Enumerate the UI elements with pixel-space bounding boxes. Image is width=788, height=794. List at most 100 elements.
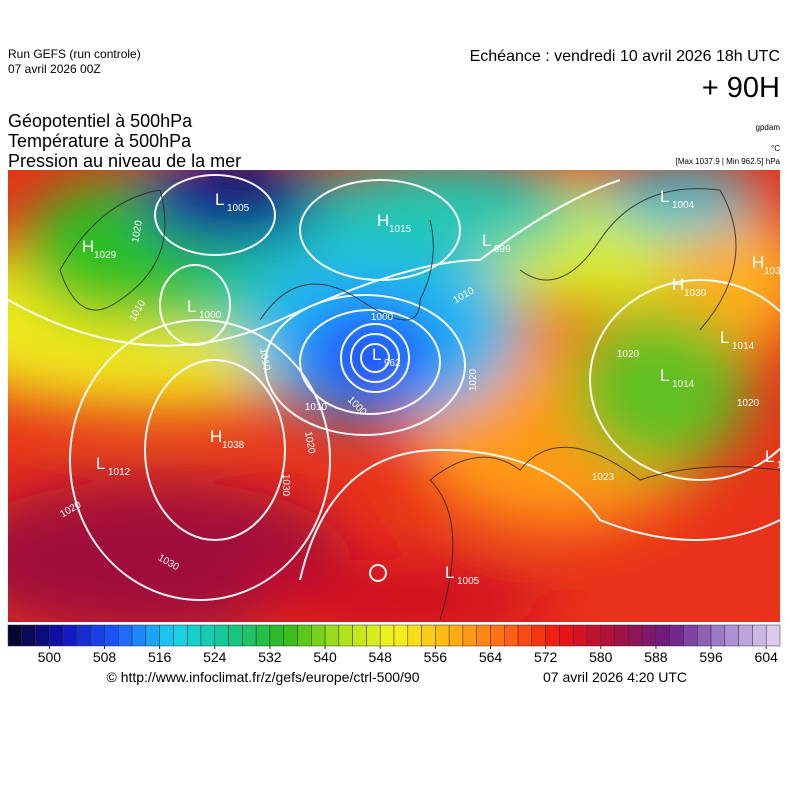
center-value: 1014 xyxy=(672,379,695,390)
source: © http://www.infoclimat.fr/z/gefs/europe… xyxy=(106,669,419,685)
colorbar-tick-label: 572 xyxy=(534,649,558,665)
colorbar-cell xyxy=(228,624,243,647)
center-kind: L xyxy=(187,297,196,316)
colorbar-cell xyxy=(669,624,684,647)
colorbar-tick-label: 588 xyxy=(644,649,668,665)
colorbar-cell xyxy=(504,624,519,647)
center-kind: L xyxy=(660,366,669,385)
colorbar-cell xyxy=(600,624,615,647)
colorbar-cell xyxy=(683,624,698,647)
colorbar-tick-label: 556 xyxy=(424,649,448,665)
center-kind: L xyxy=(372,345,381,364)
colorbar-cell xyxy=(311,624,326,647)
colorbar-tick-label: 540 xyxy=(313,649,337,665)
colorbar-cell xyxy=(255,624,271,647)
colorbar-tick-label: 564 xyxy=(479,649,503,665)
center-kind: L xyxy=(482,231,491,250)
colorbar-cell xyxy=(269,624,284,647)
colorbar-tick-label: 604 xyxy=(755,649,779,665)
colorbar-cell xyxy=(76,624,91,647)
colorbar-cell xyxy=(517,624,533,647)
center-value: 1029 xyxy=(94,250,117,261)
colorbar-cell xyxy=(62,624,78,647)
colorbar-cell xyxy=(393,624,409,647)
colorbar-cell xyxy=(21,624,36,647)
colorbar-cell xyxy=(200,624,216,647)
lead-time: + 90H xyxy=(702,72,780,104)
run-date: 07 avril 2026 00Z xyxy=(8,62,101,76)
colorbar-cell xyxy=(173,624,188,647)
colorbar-tick-label: 516 xyxy=(148,649,172,665)
colorbar-cell xyxy=(7,624,23,647)
colorbar-cell xyxy=(366,624,381,647)
colorbar-cell xyxy=(724,624,739,647)
center-kind: L xyxy=(215,190,224,209)
center-kind: H xyxy=(377,211,389,230)
colorbar-cell xyxy=(379,624,395,647)
center-value: 1030 xyxy=(684,288,707,299)
center-value: 1005 xyxy=(457,576,480,587)
colorbar-cell xyxy=(242,624,257,647)
isobar-label: 1000 xyxy=(371,312,394,323)
colorbar-cell xyxy=(214,624,229,647)
colorbar: 500 508 516 524 532 540 548 556 564 572 580 588 596 6… xyxy=(7,624,781,665)
colorbar-cell xyxy=(435,624,450,647)
colorbar-cell xyxy=(559,624,574,647)
generated: 07 avril 2026 4:20 UTC xyxy=(543,669,687,685)
colorbar-cell xyxy=(545,624,560,647)
colorbar-cell xyxy=(641,624,657,647)
colorbar-cell xyxy=(655,624,670,647)
center-value: 1005 xyxy=(227,203,250,214)
isobar-label: 1030 xyxy=(280,474,291,497)
center-kind: L xyxy=(720,328,729,347)
isobar-label: 1020 xyxy=(737,398,760,409)
center-kind: L xyxy=(445,563,454,582)
center-value: 1012 xyxy=(108,467,131,478)
colorbar-cell xyxy=(697,624,712,647)
center-kind: L xyxy=(765,447,774,466)
colorbar-cell xyxy=(338,624,353,647)
colorbar-cell xyxy=(159,624,174,647)
colorbar-cell xyxy=(145,624,160,647)
colorbar-cell xyxy=(118,624,133,647)
colorbar-cell xyxy=(407,624,422,647)
colorbar-cell xyxy=(283,624,298,647)
center-kind: H xyxy=(82,237,94,256)
colorbar-cell xyxy=(297,624,312,647)
colorbar-cell xyxy=(710,624,726,647)
title-geo: Géopotentiel à 500hPa xyxy=(8,111,193,131)
colorbar-cell xyxy=(421,624,436,647)
title-pressure: Pression au niveau de la mer xyxy=(8,151,241,171)
isobar-label: 1020 xyxy=(130,219,145,243)
extremes: [Max 1037.9 | Min 962.5] hPa xyxy=(676,157,781,166)
center-value: 103 xyxy=(764,266,781,277)
colorbar-cell xyxy=(476,624,491,647)
colorbar-cell xyxy=(104,624,119,647)
colorbar-cell xyxy=(324,624,340,647)
center-value: 1000 xyxy=(199,310,222,321)
center-kind: L xyxy=(660,187,669,206)
colorbar-cell xyxy=(131,624,147,647)
center-value: 999 xyxy=(494,244,511,255)
valid-time: Echéance : vendredi 10 avril 2026 18h UT… xyxy=(470,48,780,65)
colorbar-tick-label: 596 xyxy=(699,649,723,665)
colorbar-cell xyxy=(462,624,477,647)
colorbar-cell xyxy=(614,624,629,647)
colorbar-cell xyxy=(490,624,505,647)
colorbar-cell xyxy=(765,624,781,647)
center-value: 962 xyxy=(384,358,401,369)
center-kind: H xyxy=(672,275,684,294)
colorbar-tick-label: 508 xyxy=(93,649,117,665)
isobar-label: 1020 xyxy=(468,368,479,391)
isobar-label: 1010 xyxy=(257,348,272,372)
center-kind: H xyxy=(210,427,222,446)
unit-geo: gpdam xyxy=(756,123,781,132)
isobar-label: 1020 xyxy=(302,431,317,455)
isobar-label: 1023 xyxy=(592,472,615,483)
run: Run GEFS (run controle) xyxy=(8,47,141,61)
colorbar-cell xyxy=(49,624,64,647)
center-kind: H xyxy=(752,253,764,272)
title-temp: Température à 500hPa xyxy=(8,131,192,151)
colorbar-tick-label: 532 xyxy=(258,649,282,665)
